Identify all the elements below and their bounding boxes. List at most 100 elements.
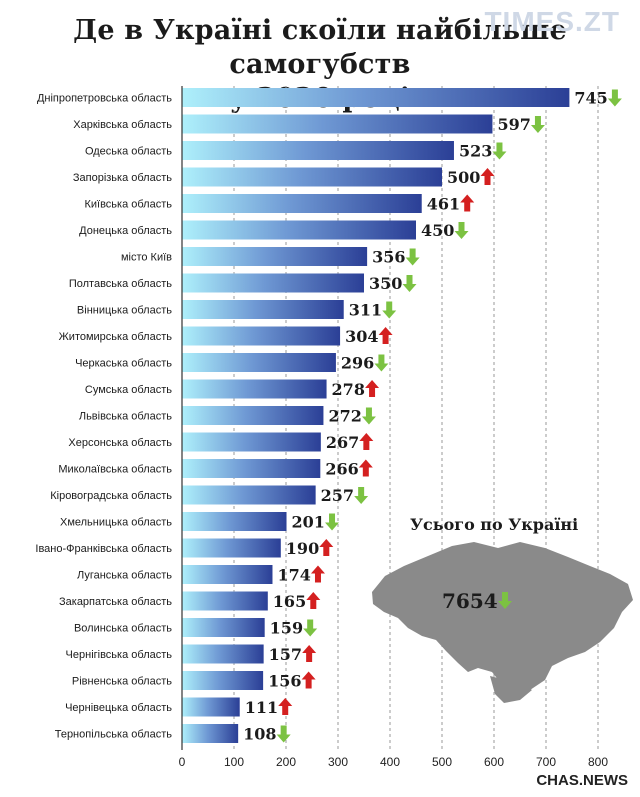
bar [182,591,268,611]
bar-row: Кіровоградська область 257 [50,485,354,505]
bar [182,326,341,346]
value-label: 157 [269,645,302,664]
category-label: Київська область [84,199,172,211]
trend-up-arrow-icon [378,327,393,344]
total-trend-down-arrow-icon [498,592,512,609]
bar-row: Полтавська область 350 [69,273,402,293]
x-tick-label: 700 [536,755,556,769]
category-label: Дніпропетровська область [37,93,172,105]
category-label: Вінницька область [77,305,172,317]
x-tick-label: 600 [484,755,504,769]
bar-row: Закарпатська область 165 [59,591,306,611]
bar [182,247,368,266]
category-label: Сумська область [85,384,172,396]
bar [182,194,422,213]
crimea-shape [490,676,532,703]
bar [182,618,265,637]
bar [182,141,454,160]
trend-down-arrow-icon [492,142,507,160]
value-label: 500 [447,168,480,187]
bar-row: Черкаська область 296 [75,353,374,373]
bar [182,485,316,505]
category-label: Донецька область [79,225,172,237]
trend-up-arrow-icon [319,539,334,556]
bar [182,353,336,372]
category-label: Запорізька область [73,172,172,184]
value-label: 201 [292,513,325,532]
x-tick-label: 400 [380,755,400,769]
trend-down-arrow-icon [361,407,376,425]
total-value: 7654 [442,589,498,613]
value-label: 159 [270,619,303,638]
bar-row: Одеська область 523 [85,141,492,161]
x-tick-label: 200 [276,755,296,769]
value-label: 350 [369,274,402,293]
bar [182,512,287,531]
value-label: 111 [245,698,278,717]
watermark-logo: TIMES.ZT [484,6,620,37]
value-label: 156 [268,672,301,691]
bar-row: Тернопільська область 108 [55,724,277,744]
ukraine-map: 7654 [372,542,633,703]
value-label: 356 [372,248,405,267]
bar [182,300,344,319]
bar-row: Миколаївська область 266 [58,459,359,479]
value-label: 190 [286,539,319,558]
axis-layer: 0 100 200 300 400 500 600 700 800 [179,86,608,769]
source-logo: CHAS.NEWS [536,772,628,789]
bar [182,432,321,452]
trend-down-arrow-icon [405,248,420,266]
bar-row: місто Київ 356 [121,247,406,267]
category-label: Чернівецька область [65,702,172,714]
bar [182,538,281,558]
ukraine-map-shape [372,542,633,693]
trend-down-arrow-icon [276,725,291,743]
category-label: Одеська область [85,146,172,158]
trend-up-arrow-icon [306,592,321,609]
value-label: 266 [325,460,358,479]
x-tick-label: 100 [224,755,244,769]
category-label: Львівська область [79,411,172,423]
x-tick-label: 0 [179,755,186,769]
value-label: 597 [497,115,530,134]
bar [182,114,493,134]
category-label: Тернопільська область [55,729,173,741]
value-label: 174 [277,566,310,585]
bar-row: Київська область 461 [84,194,460,214]
bar [182,273,364,293]
value-label: 745 [574,89,607,108]
bar-row: Вінницька область 311 [77,300,382,320]
category-label: Полтавська область [69,278,172,290]
category-label: Хмельницька область [60,517,172,529]
trend-down-arrow-icon [374,354,389,372]
bar-row: Львівська область 272 [79,406,362,426]
x-tick-label: 500 [432,755,452,769]
bars-layer: Дніпропетровська область 745 Харківська об… [35,88,622,744]
value-label: 267 [326,433,359,452]
bar [182,379,327,399]
trend-up-arrow-icon [365,380,380,397]
trend-up-arrow-icon [358,459,373,477]
trend-up-arrow-icon [310,565,325,583]
total-label: Усього по Україні [410,515,579,534]
trend-down-arrow-icon [530,116,545,133]
trend-down-arrow-icon [382,301,397,319]
bar-row: Сумська область 278 [85,379,365,399]
bar-row: Житомирська область 304 [59,326,378,346]
value-label: 108 [243,725,276,744]
bar-row: Харківська область 597 [73,114,531,134]
bar [182,644,264,664]
bar [182,88,570,107]
bar [182,220,416,240]
bar-row: Чернівецька область 111 [65,697,278,717]
bar-row: Чернігівська область 157 [66,644,302,664]
value-label: 304 [345,327,378,346]
trend-up-arrow-icon [480,168,495,185]
category-label: Житомирська область [59,331,173,343]
trend-up-arrow-icon [460,194,475,212]
category-label: Кіровоградська область [50,490,172,502]
value-label: 257 [321,486,354,505]
bar [182,406,324,425]
trend-up-arrow-icon [278,698,293,715]
